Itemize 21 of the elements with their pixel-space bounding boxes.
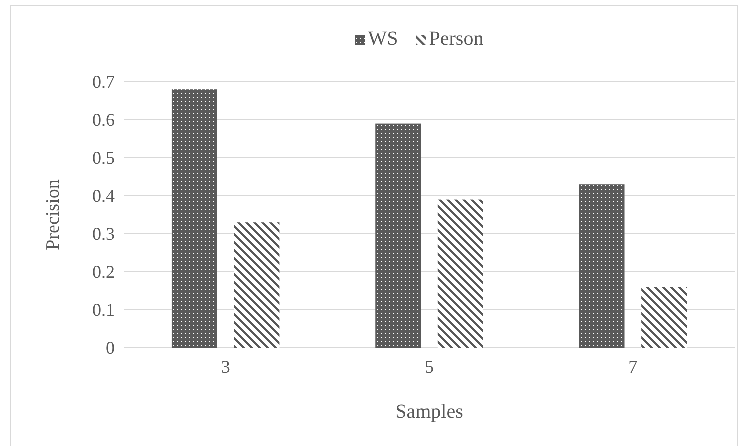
- bar: [579, 184, 625, 348]
- bar: [172, 90, 218, 348]
- x-tick-label: 3: [221, 356, 230, 377]
- y-tick-label: 0.2: [92, 262, 115, 282]
- bar: [234, 222, 280, 348]
- bar: [438, 200, 484, 348]
- legend-label: Person: [429, 28, 484, 50]
- bar: [642, 287, 688, 348]
- y-axis-title: Precision: [43, 179, 64, 250]
- y-tick-label: 0.6: [92, 110, 115, 130]
- y-tick-label: 0.5: [92, 148, 115, 168]
- x-tick-label: 7: [628, 356, 638, 377]
- legend-label: WS: [368, 28, 398, 50]
- y-tick-label: 0.3: [92, 224, 115, 244]
- y-tick-label: 0.1: [92, 300, 115, 320]
- y-tick-label: 0.7: [92, 72, 115, 92]
- y-tick-label: 0.4: [92, 186, 115, 206]
- bar: [376, 124, 422, 348]
- y-tick-label: 0: [106, 338, 115, 358]
- x-tick-label: 5: [425, 356, 434, 377]
- x-axis-title: Samples: [396, 401, 464, 423]
